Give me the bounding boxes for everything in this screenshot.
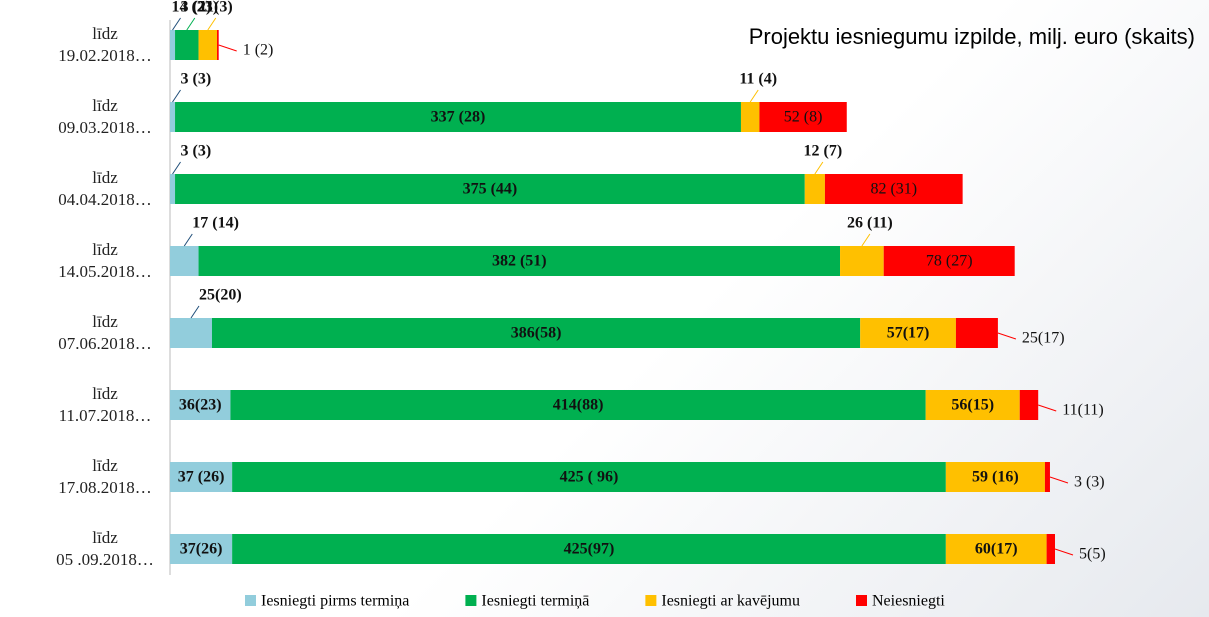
category-label: līdz 11.07.2018… bbox=[58, 384, 152, 425]
bar-segment bbox=[883, 246, 1015, 276]
legend-swatch bbox=[856, 595, 867, 606]
value-label: 59 (16) bbox=[972, 469, 1019, 486]
leader-line bbox=[218, 44, 237, 52]
bar-segment bbox=[1044, 462, 1050, 492]
legend-swatch bbox=[645, 595, 657, 606]
value-label: 82 (31) bbox=[870, 181, 917, 198]
value-label: 5(5) bbox=[1079, 546, 1106, 563]
legend-swatch bbox=[465, 595, 477, 606]
value-label: 11(3) bbox=[199, 0, 233, 16]
value-label: 25(20) bbox=[199, 287, 242, 304]
value-label: 1 (2) bbox=[243, 42, 274, 59]
leader-line bbox=[186, 17, 196, 31]
value-label: 3 (3) bbox=[181, 143, 212, 160]
category-label: līdz 05 .09.2018… bbox=[56, 528, 154, 569]
bar-segment bbox=[945, 462, 1045, 492]
value-label: 78 (27) bbox=[926, 253, 973, 270]
legend-label: Iesniegti termiņā bbox=[481, 593, 589, 610]
chart-title: Projektu iesniegumu izpilde, milj. euro … bbox=[749, 24, 1195, 49]
category-label: līdz 19.02.2018… bbox=[58, 24, 152, 65]
bar-segment bbox=[175, 102, 741, 132]
value-label: 3 (2) bbox=[181, 0, 212, 16]
leader-line bbox=[207, 17, 217, 31]
leader-line bbox=[814, 161, 824, 175]
bar-segment bbox=[217, 30, 219, 60]
bar-segment bbox=[824, 174, 963, 204]
leader-line bbox=[172, 161, 181, 175]
leader-line bbox=[997, 332, 1017, 340]
value-label: 12 (7) bbox=[804, 143, 843, 160]
bar-segment bbox=[840, 246, 884, 276]
bar-segment bbox=[804, 174, 825, 204]
value-label: 3 (3) bbox=[1074, 474, 1105, 491]
bar-segment bbox=[945, 534, 1047, 564]
category-label: līdz 14.05.2018… bbox=[58, 240, 152, 281]
leader-line bbox=[1049, 476, 1069, 484]
value-label: 57(17) bbox=[887, 325, 930, 342]
category-label: līdz 17.08.2018… bbox=[58, 456, 152, 497]
bar-segment bbox=[198, 30, 218, 60]
value-label: 26 (11) bbox=[847, 215, 893, 232]
bar-segment bbox=[232, 534, 946, 564]
value-label: 14 (23) bbox=[171, 0, 218, 16]
leader-line bbox=[749, 89, 759, 103]
value-label: 25(17) bbox=[1022, 330, 1065, 347]
bar-segment bbox=[198, 246, 841, 276]
value-label: 60(17) bbox=[975, 541, 1018, 558]
value-label: 337 (28) bbox=[431, 109, 486, 126]
bar-segment bbox=[230, 390, 926, 420]
bar-segment bbox=[925, 390, 1020, 420]
bar-segment bbox=[232, 462, 946, 492]
leader-line bbox=[190, 305, 200, 319]
bar-segment bbox=[170, 102, 176, 132]
value-label: 3 (3) bbox=[181, 71, 212, 88]
bar-segment bbox=[170, 318, 212, 348]
category-label: līdz 07.06.2018… bbox=[58, 312, 152, 353]
bar-segment bbox=[170, 390, 231, 420]
bar-segment bbox=[170, 534, 233, 564]
value-label: 414(88) bbox=[553, 397, 604, 414]
bar-segment bbox=[860, 318, 956, 348]
value-label: 425(97) bbox=[564, 541, 615, 558]
bar-segment bbox=[170, 174, 176, 204]
value-label: 425 ( 96) bbox=[560, 469, 619, 486]
value-label: 36(23) bbox=[179, 397, 222, 414]
bar-segment bbox=[170, 462, 233, 492]
legend-swatch bbox=[245, 595, 256, 606]
leader-line bbox=[1054, 548, 1074, 556]
bar-segment bbox=[170, 30, 176, 60]
value-label: 17 (14) bbox=[192, 215, 239, 232]
value-label: 37(26) bbox=[180, 541, 223, 558]
leader-line bbox=[183, 233, 193, 247]
leader-line bbox=[861, 233, 871, 247]
value-label: 37 (26) bbox=[178, 469, 225, 486]
bar-segment bbox=[740, 102, 760, 132]
legend-label: Neiesniegti bbox=[872, 593, 945, 610]
bar-segment bbox=[175, 174, 805, 204]
bar-segment bbox=[1046, 534, 1055, 564]
bar-segment bbox=[170, 246, 199, 276]
value-label: 382 (51) bbox=[492, 253, 547, 270]
value-label: 56(15) bbox=[951, 397, 994, 414]
bar-segment bbox=[211, 318, 861, 348]
category-label: līdz 04.04.2018… bbox=[58, 168, 152, 209]
value-label: 375 (44) bbox=[463, 181, 518, 198]
legend-label: Iesniegti ar kavējumu bbox=[661, 593, 800, 610]
bar-segment bbox=[1019, 390, 1039, 420]
bar-segment bbox=[759, 102, 847, 132]
legend-label: Iesniegti pirms termiņa bbox=[261, 593, 409, 610]
leader-line bbox=[172, 89, 181, 103]
value-label: 11 (4) bbox=[739, 71, 777, 88]
category-label: līdz 09.03.2018… bbox=[58, 96, 152, 137]
value-label: 52 (8) bbox=[784, 109, 823, 126]
value-label: 386(58) bbox=[511, 325, 562, 342]
value-label: 11(11) bbox=[1062, 402, 1103, 419]
leader-line bbox=[172, 17, 181, 31]
bar-segment bbox=[955, 318, 998, 348]
bar-segment bbox=[175, 30, 199, 60]
leader-line bbox=[1038, 404, 1057, 412]
